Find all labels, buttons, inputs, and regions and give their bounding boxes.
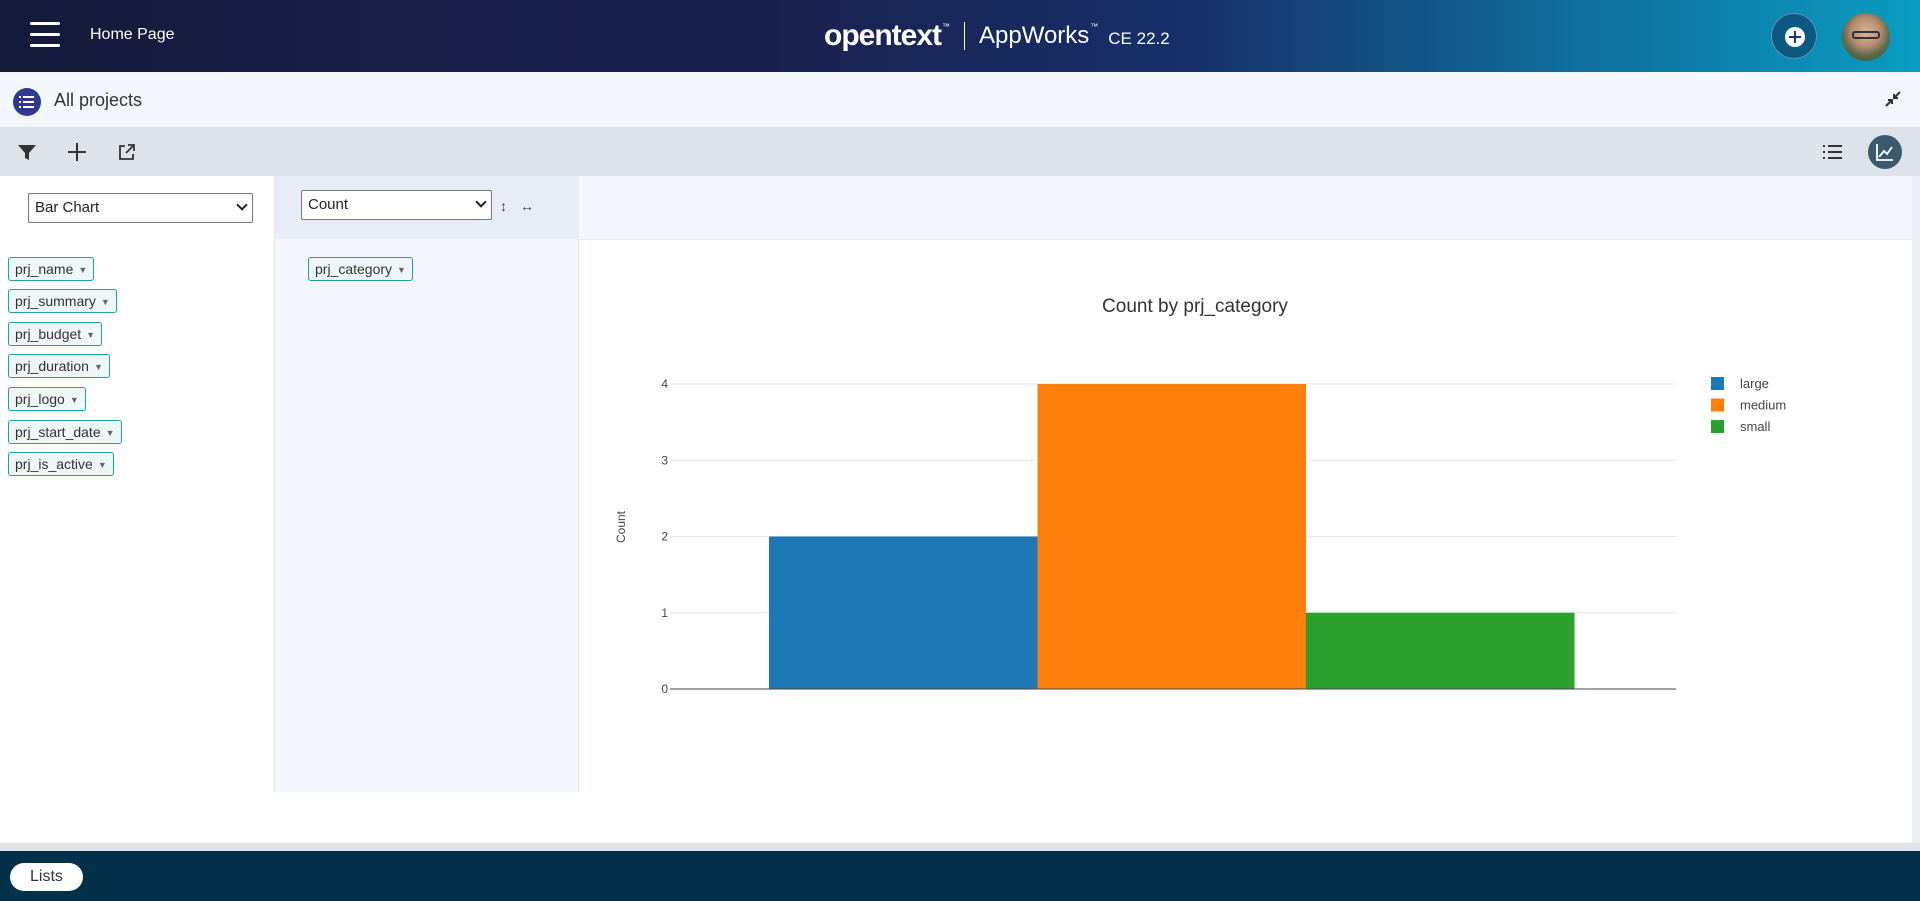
caret-down-icon[interactable]: ▼ bbox=[97, 460, 107, 470]
brand-logo: opentext ™ AppWorks ™ CE 22.2 bbox=[824, 18, 1170, 54]
brand-separator bbox=[964, 22, 966, 50]
bar-medium bbox=[1037, 384, 1306, 689]
chevron-down-icon bbox=[236, 199, 248, 211]
caret-down-icon[interactable]: ▼ bbox=[397, 265, 406, 275]
caret-down-icon[interactable]: ▼ bbox=[69, 395, 79, 405]
field-pill-prj-name[interactable]: prj_name ▼ bbox=[8, 257, 95, 281]
top-bar: Home Page opentext ™ AppWorks ™ CE 22.2 bbox=[0, 0, 1920, 72]
avatar[interactable] bbox=[1842, 13, 1890, 61]
hamburger-menu-icon[interactable] bbox=[30, 22, 60, 48]
avatar-glasses bbox=[1852, 31, 1880, 39]
y-axis-label: Count bbox=[614, 510, 628, 543]
pivot-columns-header bbox=[579, 176, 1912, 240]
list-icon bbox=[13, 88, 41, 116]
field-pill-label: prj_is_active bbox=[15, 456, 93, 472]
sort-horizontal-icon[interactable]: ↔ bbox=[520, 198, 534, 214]
y-tick-label: 4 bbox=[661, 377, 668, 391]
footer-bar: Lists bbox=[0, 851, 1920, 901]
chart-view-icon bbox=[1876, 144, 1893, 161]
caret-down-icon[interactable]: ▼ bbox=[105, 428, 115, 438]
field-pill-prj-logo[interactable]: prj_logo ▼ bbox=[8, 387, 86, 411]
plus-circle-icon bbox=[1785, 27, 1805, 47]
chevron-down-icon bbox=[475, 196, 487, 208]
list-view-icon[interactable] bbox=[1818, 137, 1848, 167]
home-page-link[interactable]: Home Page bbox=[90, 26, 175, 43]
field-pill-label: prj_summary bbox=[15, 293, 96, 309]
brand-logo-text: opentext bbox=[824, 19, 942, 52]
chart-view-button[interactable] bbox=[1868, 135, 1902, 169]
product-tm: ™ bbox=[1090, 21, 1099, 31]
page-header: All projects bbox=[0, 72, 1920, 127]
brand-version: CE 22.2 bbox=[1108, 29, 1170, 48]
lists-button[interactable]: Lists bbox=[10, 863, 83, 891]
page-title: All projects bbox=[54, 90, 143, 110]
create-new-button[interactable] bbox=[1771, 13, 1817, 59]
caret-down-icon[interactable]: ▼ bbox=[78, 265, 88, 275]
filter-icon[interactable] bbox=[12, 137, 42, 167]
chart-title: Count by prj_category bbox=[1102, 296, 1288, 317]
open-external-icon[interactable] bbox=[112, 137, 142, 167]
caret-down-icon[interactable]: ▼ bbox=[100, 297, 110, 307]
field-pill-label: prj_name bbox=[15, 261, 74, 277]
field-pill-prj-start-date[interactable]: prj_start_date ▼ bbox=[8, 420, 122, 444]
field-pill-prj-summary[interactable]: prj_summary ▼ bbox=[8, 289, 117, 313]
row-field-pill-label: prj_category bbox=[315, 261, 393, 277]
legend-swatch-small bbox=[1711, 420, 1724, 433]
legend-label-large: large bbox=[1740, 376, 1769, 391]
collapse-icon[interactable] bbox=[1884, 90, 1902, 108]
y-tick-label: 2 bbox=[661, 530, 668, 544]
field-pill-prj-is-active[interactable]: prj_is_active ▼ bbox=[8, 452, 114, 476]
brand-tm: ™ bbox=[942, 21, 951, 31]
caret-down-icon[interactable]: ▼ bbox=[86, 330, 96, 340]
aggregator-value: Count bbox=[308, 196, 349, 213]
bar-small bbox=[1306, 612, 1575, 689]
chart-type-value: Bar Chart bbox=[35, 199, 100, 216]
bar-chart: Count by prj_category 0 1 2 3 4 Count large medi… bbox=[614, 296, 1786, 696]
scrollbar-horizontal[interactable] bbox=[0, 843, 1920, 851]
sort-vertical-icon[interactable]: ↕ bbox=[500, 198, 507, 214]
caret-down-icon[interactable]: ▼ bbox=[93, 362, 103, 372]
chart-type-select[interactable]: Bar Chart bbox=[28, 193, 253, 223]
y-tick-label: 1 bbox=[661, 606, 668, 620]
legend-swatch-medium bbox=[1711, 398, 1724, 412]
toolbar bbox=[0, 127, 1920, 176]
row-field-pill-prj-category[interactable]: prj_category ▼ bbox=[308, 257, 413, 281]
y-tick-label: 0 bbox=[661, 682, 668, 696]
y-tick-label: 3 bbox=[661, 453, 668, 467]
aggregator-select[interactable]: Count bbox=[301, 190, 492, 220]
field-pill-label: prj_logo bbox=[15, 391, 65, 407]
legend-label-small: small bbox=[1740, 419, 1770, 434]
field-pill-label: prj_budget bbox=[15, 326, 82, 342]
brand-product: AppWorks bbox=[979, 22, 1090, 49]
bar-large bbox=[769, 536, 1038, 689]
field-pill-label: prj_duration bbox=[15, 358, 89, 374]
legend-swatch-large bbox=[1711, 377, 1724, 390]
add-icon[interactable] bbox=[62, 137, 92, 167]
scrollbar-vertical[interactable] bbox=[1912, 176, 1920, 851]
field-pill-prj-duration[interactable]: prj_duration ▼ bbox=[8, 354, 110, 378]
legend-label-medium: medium bbox=[1740, 398, 1786, 413]
field-pill-label: prj_start_date bbox=[15, 424, 101, 440]
field-pill-prj-budget[interactable]: prj_budget ▼ bbox=[8, 322, 103, 346]
